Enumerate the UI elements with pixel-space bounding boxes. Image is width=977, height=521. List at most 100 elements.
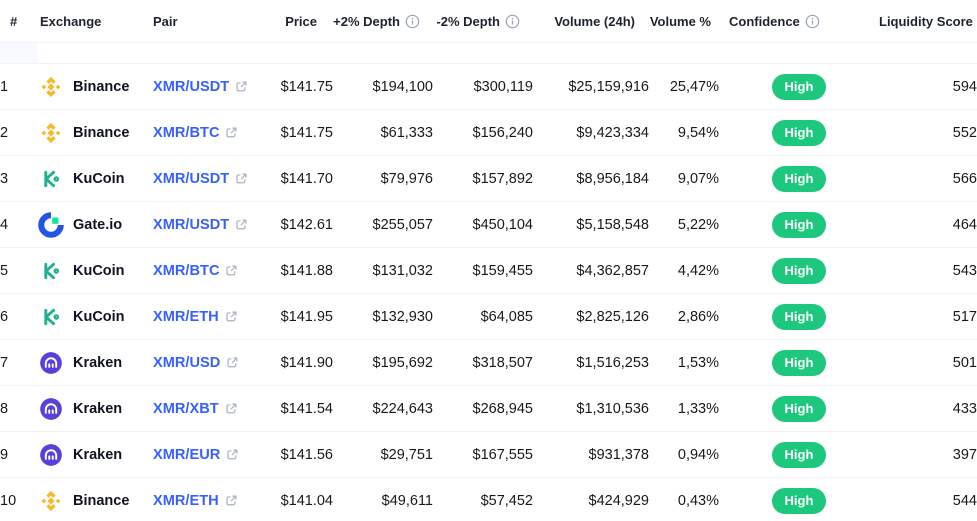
external-link-icon bbox=[235, 172, 248, 185]
pair-label: XMR/ETH bbox=[153, 492, 219, 509]
confidence-cell: High bbox=[719, 155, 879, 202]
pair-label: XMR/USDT bbox=[153, 170, 230, 187]
minus-depth-cell: $156,240 bbox=[433, 109, 533, 156]
external-link-icon bbox=[225, 264, 238, 277]
exchange-cell: KuCoin bbox=[38, 247, 153, 294]
volume-cell: $1,310,536 bbox=[533, 385, 649, 432]
price-cell: $141.54 bbox=[265, 385, 333, 432]
pair-cell: XMR/USDT bbox=[153, 155, 265, 202]
exchange-cell: Binance bbox=[38, 63, 153, 110]
plus-depth-cell: $49,611 bbox=[333, 477, 433, 521]
external-link-icon bbox=[226, 448, 239, 461]
confidence-badge: High bbox=[771, 257, 827, 284]
plus-depth-cell: $29,751 bbox=[333, 431, 433, 478]
minus-depth-cell: $300,119 bbox=[433, 63, 533, 110]
confidence-cell: High bbox=[719, 385, 879, 432]
column-header-minus-depth: -2% Depth bbox=[433, 0, 533, 43]
liquidity-score-cell: 543 bbox=[879, 247, 977, 294]
rank-cell: 1 bbox=[0, 63, 38, 110]
pair-cell: XMR/EUR bbox=[153, 431, 265, 478]
exchange-cell: Kraken bbox=[38, 385, 153, 432]
confidence-badge: High bbox=[771, 349, 827, 376]
pair-link[interactable]: XMR/EUR bbox=[153, 447, 239, 463]
exchange-name: Kraken bbox=[73, 446, 123, 463]
column-header-volume: Volume (24h) bbox=[533, 0, 649, 43]
confidence-badge: High bbox=[771, 73, 827, 100]
rank-cell: 7 bbox=[0, 339, 38, 386]
price-cell: $142.61 bbox=[265, 201, 333, 248]
pair-label: XMR/ETH bbox=[153, 308, 219, 325]
table-header-row: # Exchange Pair Price +2% Depth -2% Dept… bbox=[0, 0, 977, 43]
pair-link[interactable]: XMR/BTC bbox=[153, 125, 238, 141]
confidence-cell: High bbox=[719, 431, 879, 478]
header-spacer-row bbox=[0, 42, 977, 64]
liquidity-score-cell: 566 bbox=[879, 155, 977, 202]
confidence-cell: High bbox=[719, 109, 879, 156]
volume-pct-cell: 5,22% bbox=[649, 201, 719, 248]
pair-link[interactable]: XMR/ETH bbox=[153, 493, 238, 509]
pair-link[interactable]: XMR/BTC bbox=[153, 263, 238, 279]
column-header-confidence: Confidence bbox=[719, 0, 879, 43]
confidence-badge: High bbox=[771, 165, 827, 192]
pair-cell: XMR/USDT bbox=[153, 201, 265, 248]
pair-cell: XMR/XBT bbox=[153, 385, 265, 432]
pair-label: XMR/USDT bbox=[153, 78, 230, 95]
external-link-icon bbox=[225, 402, 238, 415]
column-header-label: +2% Depth bbox=[333, 13, 400, 29]
volume-cell: $2,825,126 bbox=[533, 293, 649, 340]
pair-link[interactable]: XMR/USDT bbox=[153, 79, 248, 95]
exchange-name: Kraken bbox=[73, 354, 123, 371]
confidence-badge: High bbox=[771, 303, 827, 330]
volume-cell: $8,956,184 bbox=[533, 155, 649, 202]
pair-label: XMR/EUR bbox=[153, 446, 221, 463]
exchange-name: KuCoin bbox=[73, 170, 125, 187]
pair-cell: XMR/USD bbox=[153, 339, 265, 386]
pair-link[interactable]: XMR/USDT bbox=[153, 171, 248, 187]
pair-link[interactable]: XMR/USDT bbox=[153, 217, 248, 233]
minus-depth-cell: $159,455 bbox=[433, 247, 533, 294]
pair-cell: XMR/ETH bbox=[153, 293, 265, 340]
minus-depth-cell: $268,945 bbox=[433, 385, 533, 432]
pair-link[interactable]: XMR/XBT bbox=[153, 401, 238, 417]
confidence-badge: High bbox=[771, 119, 827, 146]
info-icon[interactable] bbox=[805, 14, 820, 29]
plus-depth-cell: $132,930 bbox=[333, 293, 433, 340]
exchange-cell: Kraken bbox=[38, 339, 153, 386]
table-row: 7 Kraken XMR/USD $141.9 bbox=[0, 339, 977, 386]
volume-cell: $424,929 bbox=[533, 477, 649, 521]
minus-depth-cell: $57,452 bbox=[433, 477, 533, 521]
table-row: 10 Binance XMR/ETH bbox=[0, 477, 977, 521]
volume-cell: $931,378 bbox=[533, 431, 649, 478]
table-row: 2 Binance XMR/BTC bbox=[0, 109, 977, 156]
rank-cell: 4 bbox=[0, 201, 38, 248]
minus-depth-cell: $318,507 bbox=[433, 339, 533, 386]
kucoin-icon bbox=[38, 258, 64, 284]
info-icon[interactable] bbox=[405, 14, 420, 29]
external-link-icon bbox=[235, 218, 248, 231]
pair-label: XMR/USDT bbox=[153, 216, 230, 233]
volume-cell: $5,158,548 bbox=[533, 201, 649, 248]
minus-depth-cell: $64,085 bbox=[433, 293, 533, 340]
price-cell: $141.70 bbox=[265, 155, 333, 202]
exchange-cell: KuCoin bbox=[38, 293, 153, 340]
price-cell: $141.95 bbox=[265, 293, 333, 340]
pair-link[interactable]: XMR/USD bbox=[153, 355, 239, 371]
exchange-cell: Kraken bbox=[38, 431, 153, 478]
pair-label: XMR/USD bbox=[153, 354, 221, 371]
external-link-icon bbox=[225, 126, 238, 139]
exchange-name: KuCoin bbox=[73, 308, 125, 325]
column-header-pair: Pair bbox=[153, 0, 265, 43]
confidence-cell: High bbox=[719, 247, 879, 294]
exchange-name: Kraken bbox=[73, 400, 123, 417]
table-row: 8 Kraken XMR/XBT $141.5 bbox=[0, 385, 977, 432]
confidence-cell: High bbox=[719, 63, 879, 110]
minus-depth-cell: $167,555 bbox=[433, 431, 533, 478]
info-icon[interactable] bbox=[505, 14, 520, 29]
rank-cell: 10 bbox=[0, 477, 38, 521]
confidence-cell: High bbox=[719, 477, 879, 521]
pair-link[interactable]: XMR/ETH bbox=[153, 309, 238, 325]
kraken-icon bbox=[38, 350, 64, 376]
external-link-icon bbox=[235, 80, 248, 93]
column-header-volume-pct: Volume % bbox=[649, 0, 719, 43]
column-header-label: Confidence bbox=[729, 13, 800, 29]
